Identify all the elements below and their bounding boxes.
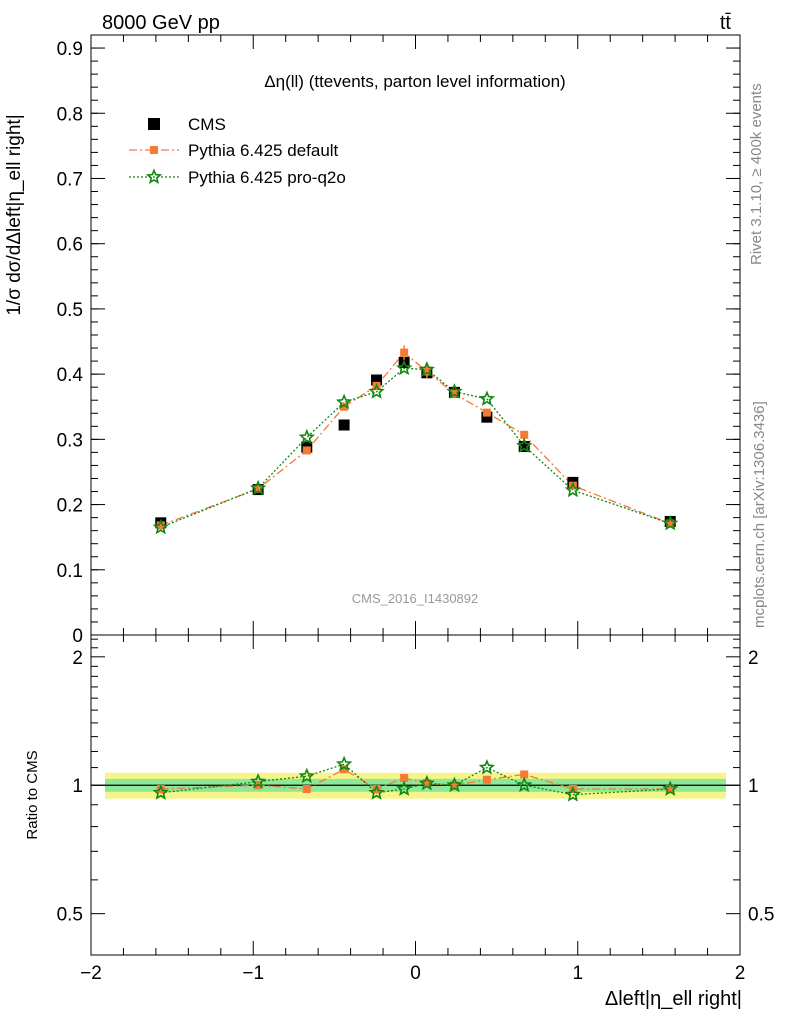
data-point-pythia-pro-q2o bbox=[249, 479, 267, 496]
main-ytick-label: 0.2 bbox=[57, 496, 83, 517]
ratio-point-pythia-pro-q2o bbox=[368, 784, 385, 800]
x-axis-label: Δleft|η_ell right| bbox=[605, 988, 742, 1010]
data-point-cms bbox=[371, 374, 383, 386]
ratio-point-pythia-default bbox=[666, 784, 675, 793]
data-point-pythia-pro-q2o bbox=[396, 359, 413, 376]
ratio-point-pythia-default bbox=[372, 784, 381, 793]
series-line-pythia-default bbox=[160, 351, 671, 527]
main-ytick-label: 0.5 bbox=[57, 300, 83, 321]
x-tick-label: −1 bbox=[242, 963, 264, 984]
ratio-point-pythia-pro-q2o bbox=[249, 773, 267, 789]
data-point-cms bbox=[338, 419, 350, 431]
data-point-pythia-pro-q2o bbox=[478, 390, 496, 406]
legend-marker-pythia-default bbox=[150, 146, 158, 154]
legend-marker-pythia-pro-q2o bbox=[145, 168, 163, 185]
data-point-pythia-default bbox=[302, 446, 311, 455]
ratio-line-pythia-pro-q2o bbox=[160, 763, 671, 796]
ratio-ytick-label: 0.5 bbox=[57, 905, 83, 926]
legend-marker-cms bbox=[148, 118, 160, 130]
data-point-pythia-pro-q2o bbox=[368, 383, 385, 399]
ratio-point-pythia-default bbox=[156, 784, 165, 793]
ratio-point-pythia-default bbox=[302, 784, 311, 793]
data-point-pythia-default bbox=[340, 402, 349, 411]
x-tick-label: −2 bbox=[80, 963, 102, 984]
main-ytick-label: 0.3 bbox=[57, 430, 83, 451]
ratio-axes: 0.5 0.5 1 1 2 2 −2 −1 0 1 2 bbox=[57, 638, 774, 984]
data-point-pythia-pro-q2o bbox=[335, 393, 353, 410]
ratio-ytick-label-right: 0.5 bbox=[748, 905, 774, 926]
x-tick-label: 0 bbox=[410, 963, 421, 984]
ratio-point-pythia-pro-q2o bbox=[515, 776, 533, 793]
ratio-point-pythia-default bbox=[520, 770, 529, 779]
ratio-point-pythia-pro-q2o bbox=[418, 774, 435, 791]
ratio-point-pythia-default bbox=[340, 765, 349, 774]
main-ylabel-text: 1/σ dσ/dΔleft|η_ell right| bbox=[4, 114, 25, 315]
legend-label: Pythia 6.425 default bbox=[188, 141, 339, 160]
ratio-point-pythia-default bbox=[482, 775, 491, 784]
data-point-pythia-default bbox=[156, 521, 165, 530]
data-point-cms bbox=[481, 411, 493, 423]
data-point-pythia-default bbox=[422, 367, 431, 376]
ratio-ytick-label-right: 1 bbox=[748, 776, 759, 797]
energy-label: 8000 GeV pp bbox=[102, 12, 220, 34]
main-series bbox=[152, 345, 679, 535]
ratio-point-pythia-pro-q2o bbox=[298, 767, 315, 784]
data-point-pythia-default bbox=[254, 484, 263, 493]
ratio-point-pythia-pro-q2o bbox=[564, 786, 582, 802]
main-ylabel: 1/σ dσ/dΔleft|η_ell right| bbox=[4, 114, 25, 315]
ratio-ytick-label: 1 bbox=[72, 776, 83, 797]
series-line-pythia-pro-q2o bbox=[160, 367, 671, 529]
data-point-pythia-pro-q2o bbox=[152, 518, 169, 535]
x-tick-label: 1 bbox=[572, 963, 583, 984]
main-ytick-label: 0.7 bbox=[57, 169, 83, 190]
ratio-point-pythia-pro-q2o bbox=[152, 784, 169, 800]
ratio-point-pythia-default bbox=[422, 779, 431, 788]
ratio-point-pythia-pro-q2o bbox=[335, 755, 353, 772]
data-point-pythia-pro-q2o bbox=[564, 481, 582, 498]
main-ytick-label: 0.6 bbox=[57, 235, 83, 256]
ratio-ylabel: Ratio to CMS bbox=[24, 750, 41, 839]
data-point-pythia-default bbox=[520, 430, 529, 439]
x-tick-label: 2 bbox=[735, 963, 746, 984]
ratio-line-pythia-default bbox=[160, 768, 671, 790]
main-ytick-label: 0.4 bbox=[57, 365, 84, 386]
ratio-point-pythia-pro-q2o bbox=[396, 780, 413, 796]
main-ytick-label: 0 bbox=[72, 626, 83, 647]
legend-label: CMS bbox=[188, 115, 226, 134]
data-point-pythia-default bbox=[450, 389, 459, 398]
plot-title: Δη(ll) (ttevents, parton level informati… bbox=[264, 72, 565, 91]
data-point-cms bbox=[518, 441, 530, 453]
analysis-watermark: CMS_2016_I1430892 bbox=[352, 591, 479, 606]
ratio-point-pythia-pro-q2o bbox=[446, 776, 463, 793]
data-point-pythia-pro-q2o bbox=[516, 437, 533, 453]
data-point-pythia-default bbox=[666, 519, 675, 528]
main-axes: 0 0.1 0.2 0.3 0.4 0.5 0.6 0.7 0.8 0.9 bbox=[57, 34, 741, 955]
data-point-pythia-default bbox=[482, 408, 491, 417]
data-point-pythia-pro-q2o bbox=[662, 514, 679, 531]
main-ytick-label: 0.1 bbox=[57, 561, 83, 582]
data-point-pythia-default bbox=[400, 348, 409, 357]
process-label: tt̄ bbox=[720, 12, 732, 34]
legend-label: Pythia 6.425 pro-q2o bbox=[188, 168, 346, 187]
mcplots-label: mcplots.cern.ch [arXiv:1306.3436] bbox=[751, 401, 768, 628]
data-point-pythia-pro-q2o bbox=[298, 428, 315, 445]
data-point-pythia-pro-q2o bbox=[418, 361, 435, 377]
rivet-label: Rivet 3.1.10, ≥ 400k events bbox=[748, 83, 765, 265]
ratio-point-pythia-pro-q2o bbox=[662, 780, 679, 796]
ratio-point-pythia-pro-q2o bbox=[478, 759, 496, 775]
ratio-point-pythia-default bbox=[450, 781, 459, 790]
data-point-pythia-pro-q2o bbox=[446, 383, 463, 399]
ratio-ytick-label: 2 bbox=[72, 648, 83, 669]
main-ytick-label: 0.8 bbox=[57, 104, 83, 125]
main-ytick-label: 0.9 bbox=[57, 39, 83, 60]
legend: CMS Pythia 6.425 default Pythia 6.425 pro-… bbox=[129, 115, 346, 187]
ratio-point-pythia-default bbox=[400, 773, 409, 782]
ratio-ytick-label-right: 2 bbox=[748, 648, 759, 669]
ratio-series bbox=[152, 755, 679, 802]
